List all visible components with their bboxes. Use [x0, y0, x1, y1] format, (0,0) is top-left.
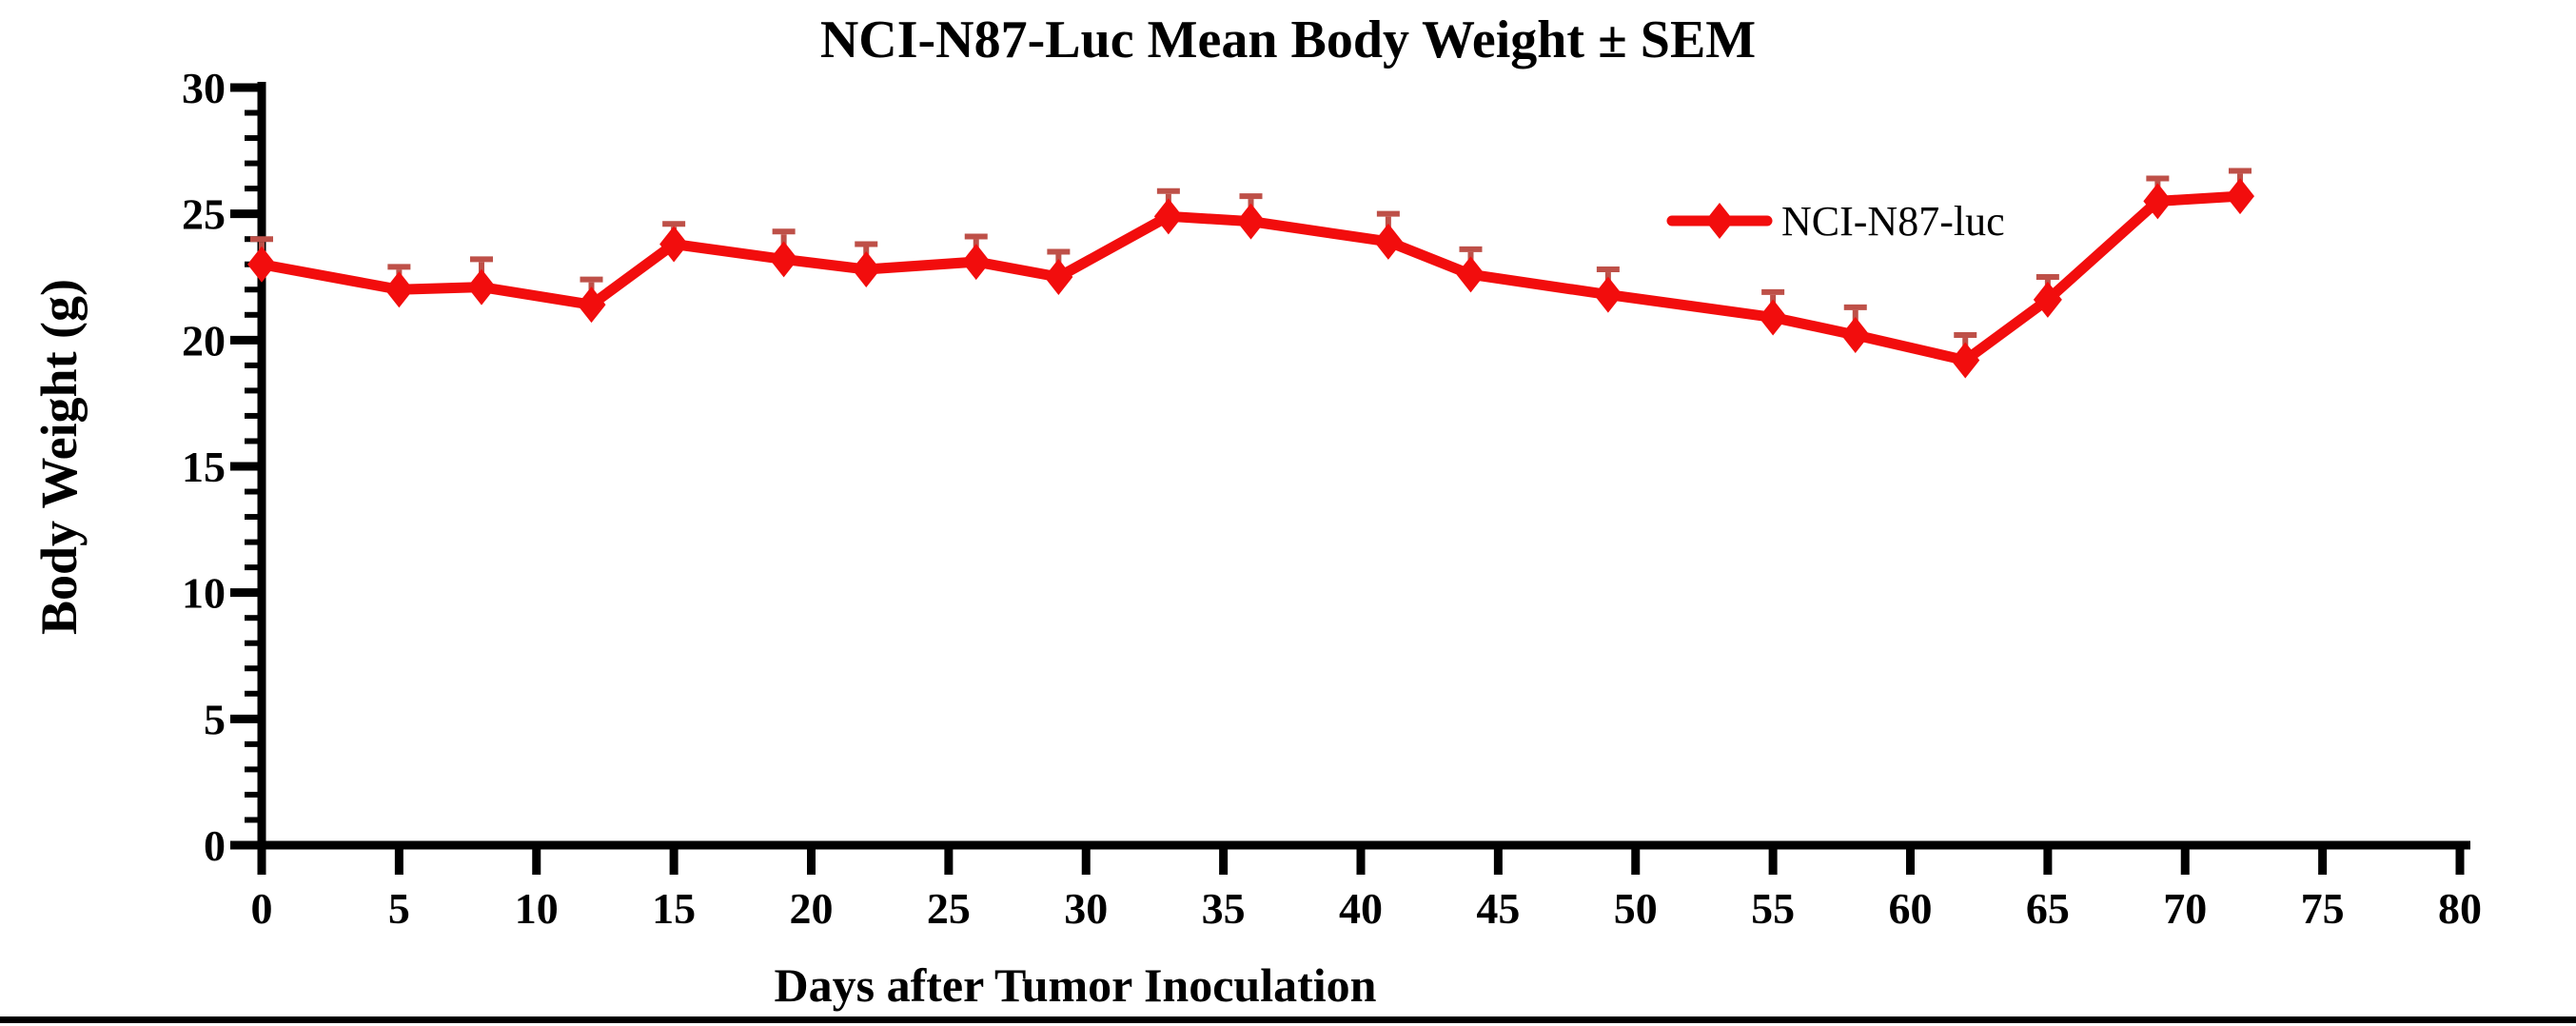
- data-point-marker: [1593, 276, 1622, 313]
- x-tick-label: 30: [1064, 884, 1108, 933]
- data-point-marker: [1236, 203, 1266, 240]
- x-tick-label: 50: [1614, 884, 1658, 933]
- x-tick-label: 65: [2026, 884, 2070, 933]
- legend-label: NCI-N87-luc: [1781, 198, 2005, 245]
- data-point-marker: [467, 268, 496, 306]
- chart-title: NCI-N87-Luc Mean Body Weight ± SEM: [819, 10, 1757, 69]
- x-tick-label: 60: [1889, 884, 1933, 933]
- x-tick-label: 15: [652, 884, 696, 933]
- x-tick-label: 35: [1202, 884, 1246, 933]
- data-point-marker: [2033, 281, 2062, 318]
- data-point-marker: [2143, 183, 2173, 220]
- legend-diamond-marker-icon: [1705, 203, 1734, 239]
- data-point-marker: [1951, 342, 1980, 379]
- x-tick-label: 45: [1476, 884, 1520, 933]
- x-tick-label: 70: [2163, 884, 2207, 933]
- x-tick-label: 5: [388, 884, 410, 933]
- x-tick-label: 20: [790, 884, 834, 933]
- x-tick-label: 55: [1751, 884, 1795, 933]
- data-point-marker: [1153, 198, 1183, 235]
- data-point-marker: [1456, 256, 1485, 293]
- y-tick-label: 10: [182, 569, 226, 618]
- x-tick-label: 80: [2438, 884, 2482, 933]
- data-point-marker: [1759, 299, 1788, 336]
- series-line: [256, 190, 2246, 366]
- x-axis-label: Days after Tumor Inoculation: [774, 958, 1377, 1012]
- data-point-marker: [769, 241, 798, 278]
- data-point-marker: [659, 226, 689, 263]
- data-point-marker: [2226, 178, 2254, 215]
- x-tick-label: 25: [927, 884, 971, 933]
- legend: NCI-N87-luc: [1666, 198, 2005, 245]
- x-tick-label: 75: [2301, 884, 2345, 933]
- data-point-marker: [577, 286, 606, 324]
- y-tick-label: 20: [182, 316, 226, 365]
- y-tick-label: 15: [182, 443, 226, 491]
- y-tick-label: 30: [182, 64, 226, 112]
- data-point-marker: [1840, 317, 1870, 354]
- data-point-marker: [852, 251, 881, 288]
- data-point-marker: [1044, 259, 1073, 295]
- y-tick-label: 25: [182, 190, 226, 239]
- data-point-marker: [961, 244, 991, 281]
- data-point-marker: [247, 246, 276, 283]
- x-tick-label: 10: [515, 884, 559, 933]
- generated-chart-layers: 0 5 10 15 20 25 30 0 5 10 15 20 25 30 35 40 45 50 55 60 65 70…: [182, 64, 2482, 933]
- bottom-border-line: [0, 1016, 2576, 1023]
- x-tick-label: 40: [1339, 884, 1383, 933]
- data-point-marker: [1373, 223, 1403, 260]
- y-tick-label: 5: [204, 695, 226, 743]
- data-point-marker: [384, 271, 414, 308]
- y-tick-label: 0: [204, 821, 226, 870]
- x-tick-label: 0: [251, 884, 273, 933]
